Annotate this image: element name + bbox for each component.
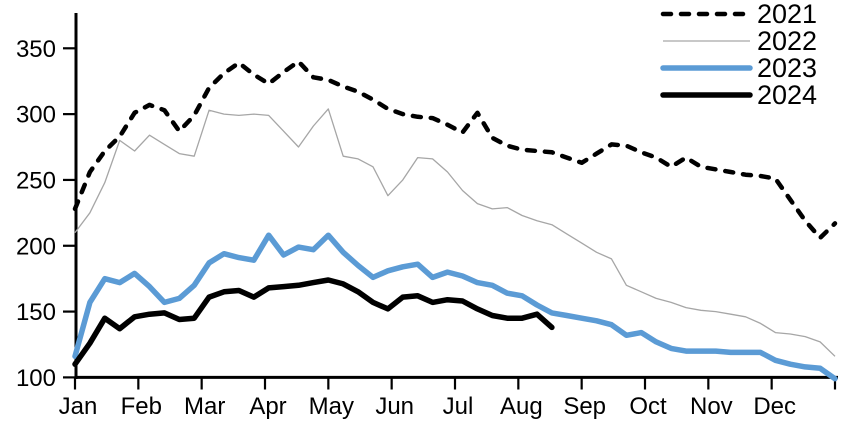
x-tick-label: May [309,393,354,420]
series-line-2022 [74,108,836,357]
legend-label-2021: 2021 [757,0,817,29]
y-tick-label: 100 [16,365,56,392]
series-line-2023 [72,232,838,382]
x-tick-label: Nov [690,393,733,420]
y-tick-label: 300 [16,102,56,129]
legend-label-2023: 2023 [757,53,817,83]
x-tick-label: Mar [184,393,225,420]
x-tick-label: Jun [375,393,414,420]
x-axis: Jan Feb Mar Apr May Jun Jul Aug Sep Oct Nov Dec [59,375,838,420]
y-tick-label: 150 [16,299,56,326]
y-tick-label: 250 [16,167,56,194]
x-tick-label: Dec [753,393,796,420]
legend-label-2024: 2024 [757,80,817,110]
x-tick-label: Jan [59,393,98,420]
x-tick-label: Aug [500,393,543,420]
y-axis: 100 150 200 250 300 350 [16,13,78,392]
series-line-2021 [72,59,838,241]
y-tick-label: 200 [16,233,56,260]
x-tick-label: Feb [121,393,162,420]
x-tick-label: Oct [629,393,667,420]
x-tick-label: Sep [563,393,606,420]
x-tick-label: Jul [443,393,474,420]
legend-label-2022: 2022 [757,26,817,56]
y-tick-label: 350 [16,36,56,63]
series-lines [72,59,838,382]
x-tick-label: Apr [249,393,286,420]
series-line-2024 [72,277,555,367]
